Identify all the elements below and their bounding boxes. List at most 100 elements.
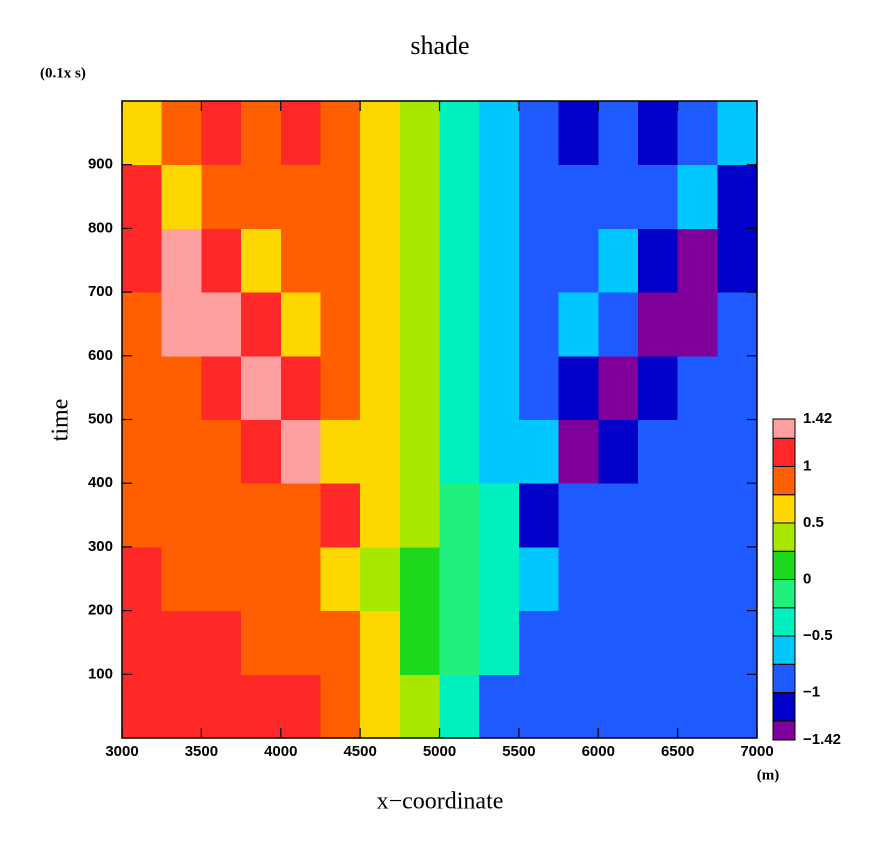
colorbar-label: −1 [803, 683, 820, 700]
contour-cell [598, 228, 639, 293]
contour-cell [280, 292, 321, 357]
contour-cell [360, 610, 401, 675]
contour-cell [558, 292, 599, 357]
contour-cell [280, 483, 321, 548]
contour-cell [518, 674, 560, 739]
contour-cell [598, 419, 639, 484]
colorbar-box [772, 720, 796, 741]
colorbar-box [772, 663, 796, 694]
contour-cell [439, 292, 480, 357]
contour-cell [161, 228, 202, 293]
contour-cell [122, 419, 163, 484]
contour-cell [320, 674, 361, 739]
contour-cell [637, 674, 679, 739]
contour-cell [161, 483, 202, 548]
y-tick-label: 600 [88, 347, 113, 364]
contour-cell [717, 546, 758, 612]
contour-cell [122, 610, 163, 675]
contour-cell [637, 164, 679, 229]
contour-cell [320, 419, 361, 484]
contour-cell [637, 292, 679, 357]
contour-cell [677, 164, 718, 229]
contour-cell [161, 292, 202, 357]
y-axis-label: time [48, 399, 74, 442]
contour-cell [479, 355, 520, 420]
contour-cell [280, 674, 321, 739]
contour-cell [320, 546, 361, 612]
contour-cell [637, 101, 679, 166]
contour-cell [717, 483, 758, 548]
contour-cell [439, 101, 480, 166]
contour-cell [399, 419, 440, 484]
contour-cell [558, 610, 599, 675]
contour-cell [241, 419, 282, 484]
contour-cell [399, 674, 440, 739]
contour-cell [717, 419, 758, 484]
x-axis-label: x−coordinate [377, 789, 504, 815]
colorbar-label: −1.42 [803, 731, 841, 748]
y-tick-label: 400 [88, 474, 113, 491]
colorbar-label: 0.5 [803, 514, 824, 531]
contour-cell [201, 292, 242, 357]
contour-cell [518, 228, 560, 293]
contour-cell [717, 228, 758, 293]
contour-cell [479, 101, 520, 166]
contour-cell [637, 610, 679, 675]
contour-cell [241, 228, 282, 293]
y-tick-label: 700 [88, 283, 113, 300]
y-units: (0.1x s) [40, 65, 86, 81]
contour-cell [479, 610, 520, 675]
contour-cell [677, 101, 718, 166]
contour-cell [598, 546, 639, 612]
contour-cell [717, 674, 758, 739]
contour-cell [161, 419, 202, 484]
y-tick-label: 100 [88, 665, 113, 682]
contour-cell [637, 228, 679, 293]
colorbar-label: −0.5 [803, 627, 833, 644]
contour-cell [558, 674, 599, 739]
x-tick-label: 5500 [502, 743, 535, 760]
contour-cell [280, 355, 321, 420]
contour-cell [518, 546, 560, 612]
colorbar-box [772, 494, 796, 524]
x-tick-label: 7000 [740, 743, 773, 760]
contour-cell [518, 164, 560, 229]
contour-cell [677, 419, 718, 484]
contour-cell [677, 674, 718, 739]
contour-cell [360, 292, 401, 357]
contour-cell [677, 292, 718, 357]
contour-cell [439, 546, 480, 612]
x-units: (m) [757, 767, 780, 783]
contour-cell [717, 355, 758, 420]
colorbar-box [772, 692, 796, 722]
contour-cell [201, 101, 242, 166]
contour-cell [439, 610, 480, 675]
contour-cell [201, 674, 242, 739]
contour-cell [201, 610, 242, 675]
contour-cell [558, 164, 599, 229]
contour-cell [280, 610, 321, 675]
contour-cell [558, 483, 599, 548]
contour-cell [161, 674, 202, 739]
y-tick-label: 500 [88, 410, 113, 427]
contour-cell [161, 355, 202, 420]
contour-cell [122, 101, 163, 166]
contour-cell [399, 546, 440, 612]
contour-cell [637, 419, 679, 484]
x-tick-label: 3000 [105, 743, 138, 760]
contour-cell [241, 610, 282, 675]
contour-cell [201, 164, 242, 229]
contour-cell [241, 674, 282, 739]
contour-cell [280, 164, 321, 229]
contour-cell [518, 101, 560, 166]
x-tick-label: 5000 [423, 743, 456, 760]
contour-cell [518, 355, 560, 420]
contour-cell [320, 228, 361, 293]
contour-cell [399, 228, 440, 293]
contour-cell [677, 483, 718, 548]
contour-cell [122, 228, 163, 293]
contour-cell [201, 546, 242, 612]
contour-cell [598, 483, 639, 548]
contour-cell [598, 674, 639, 739]
